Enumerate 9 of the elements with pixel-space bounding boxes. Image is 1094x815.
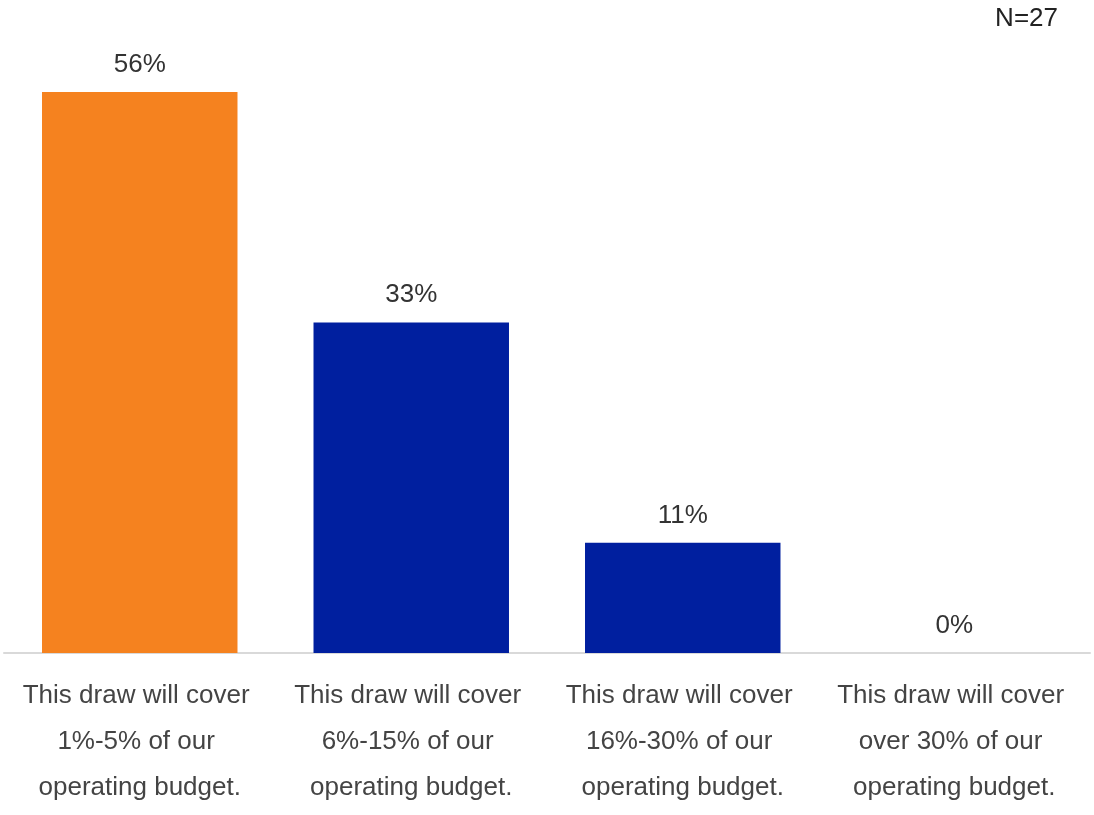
text: N=27 bbox=[995, 2, 1059, 32]
x-tick-label: This draw will cover 1%-5% of our operating budget. bbox=[22, 679, 257, 801]
data-label: 11% bbox=[657, 498, 708, 529]
data-label: 56% bbox=[113, 48, 166, 79]
data-label: 33% bbox=[385, 278, 438, 309]
x-tick-label: This draw will cover over 30% of our operating budget. bbox=[837, 679, 1072, 801]
x-tick-label: This draw will cover 6%-15% of our operating budget. bbox=[294, 679, 529, 801]
x-tick-label: This draw will cover 16%-30% of our operating budget. bbox=[565, 679, 800, 801]
data-label: 0% bbox=[935, 609, 974, 639]
